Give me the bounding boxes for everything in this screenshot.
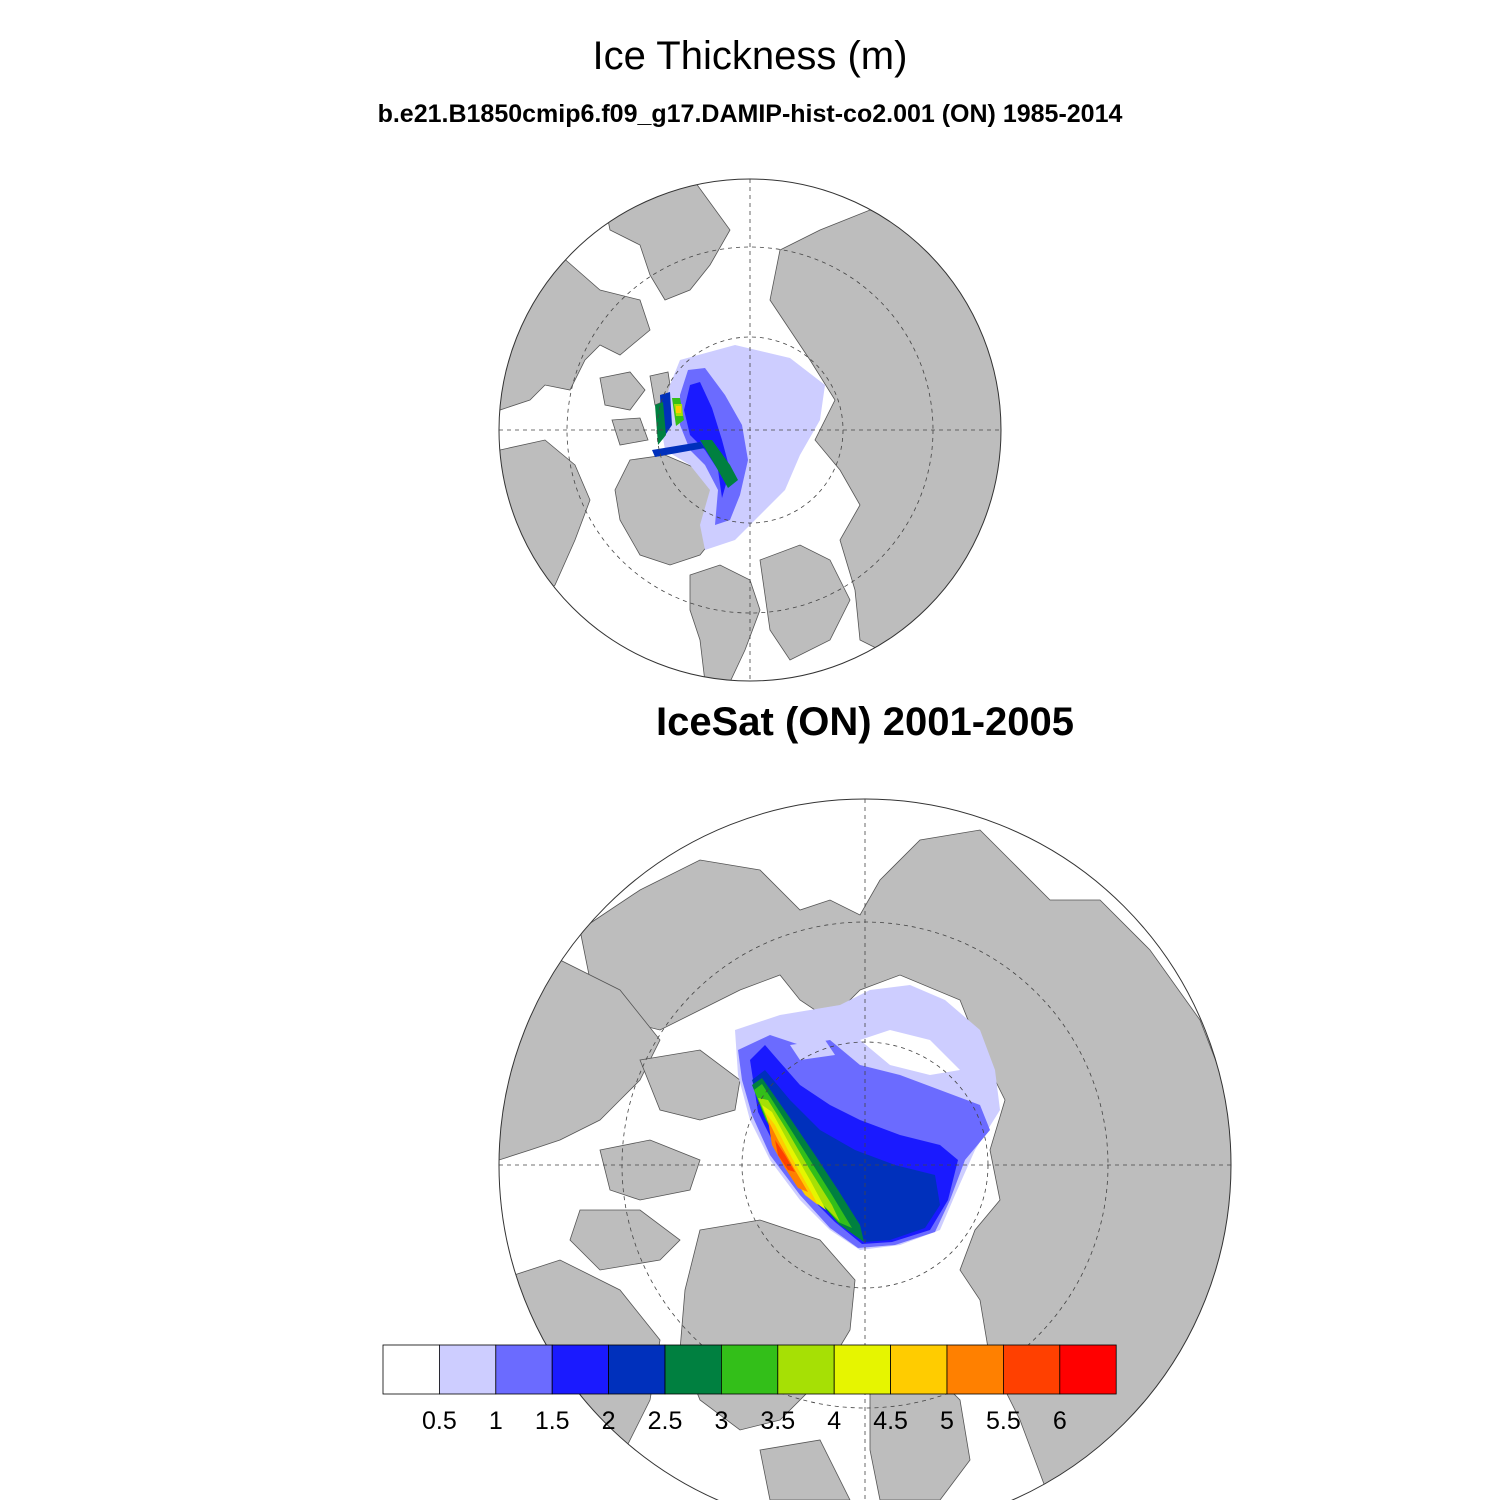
map2-sea-ice — [735, 985, 1000, 1250]
colorbar-swatch — [551, 1344, 610, 1395]
map1-sea-ice — [652, 345, 825, 550]
colorbar-tick-label: 1 — [489, 1407, 503, 1435]
colorbar-swatch — [777, 1344, 835, 1395]
polar-map-model — [498, 178, 1002, 682]
figure-subtitle: b.e21.B1850cmip6.f09_g17.DAMIP-hist-co2.… — [377, 100, 1123, 128]
colorbar-swatch — [1059, 1344, 1117, 1395]
ice2-band-5.5 — [775, 1140, 795, 1172]
colorbar-tick-label: 0.5 — [422, 1407, 457, 1435]
colorbar-swatch — [664, 1344, 722, 1395]
map1-border — [498, 178, 1002, 682]
map2-border — [498, 798, 1232, 1500]
colorbar-swatch — [495, 1344, 553, 1395]
polar-map-icesat — [498, 798, 1232, 1500]
colorbar-tick-label: 5 — [940, 1407, 954, 1435]
ice2-band-2 — [752, 1070, 940, 1242]
ice1-thin-strip — [652, 442, 705, 457]
colorbar-tick-label: 4 — [827, 1407, 841, 1435]
colorbar-swatch — [608, 1344, 666, 1395]
colorbar-tick-label: 3.5 — [760, 1407, 795, 1435]
colorbar-tick-label: 3 — [714, 1407, 728, 1435]
colorbar-tick-label: 6 — [1053, 1407, 1067, 1435]
colorbar-swatch — [890, 1344, 948, 1395]
colorbar-swatch — [721, 1344, 779, 1395]
colorbar-swatch — [438, 1344, 497, 1395]
colorbar: 0.5 1 1.5 2 2.5 3 3.5 4 4.5 5 5.5 6 — [382, 1344, 1117, 1435]
colorbar-tick-label: 5.5 — [986, 1407, 1021, 1435]
map1-graticule — [499, 179, 1001, 681]
map2-land — [499, 829, 1231, 1500]
ice1-band-5 — [676, 406, 681, 413]
colorbar-swatch — [946, 1344, 1004, 1395]
ice2-band-4.5 — [765, 1112, 818, 1205]
colorbar-swatch — [382, 1344, 440, 1395]
colorbar-tick-label: 2.5 — [648, 1407, 683, 1435]
colorbar-swatch — [1003, 1344, 1061, 1395]
panel2-title: IceSat (ON) 2001-2005 — [655, 700, 1074, 744]
figure-title: Ice Thickness (m) — [592, 34, 908, 78]
colorbar-tick-label: 2 — [602, 1407, 616, 1435]
colorbar-swatch — [833, 1344, 892, 1395]
ice1-band-3 — [655, 402, 738, 488]
colorbar-tick-label: 4.5 — [873, 1407, 908, 1435]
colorbar-tick-label: 1.5 — [535, 1407, 570, 1435]
